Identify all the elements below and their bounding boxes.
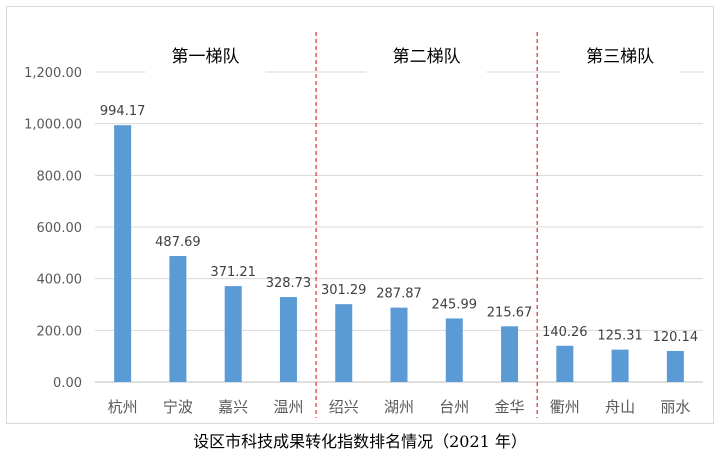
chart-caption: 设区市科技成果转化指数排名情况（2021 年） xyxy=(193,432,527,451)
labels: 0.00 200.00 400.00 600.00 800.00 1,000.00 1,20… xyxy=(24,47,698,416)
data-label-1: 487.69 xyxy=(155,235,201,250)
data-label-9: 125.31 xyxy=(597,329,643,344)
bar-10 xyxy=(666,350,684,382)
bar-2 xyxy=(224,286,242,382)
y-tick-label: 1,200.00 xyxy=(24,66,82,81)
tier-title-2: 第三梯队 xyxy=(586,47,654,67)
data-label-3: 328.73 xyxy=(266,276,312,291)
category-label-0: 杭州 xyxy=(108,398,138,416)
category-label-1: 宁波 xyxy=(163,398,193,416)
bar-5 xyxy=(390,307,408,382)
bar-0 xyxy=(114,125,132,382)
category-label-10: 丽水 xyxy=(660,398,690,416)
category-label-6: 台州 xyxy=(439,398,469,416)
bar-7 xyxy=(501,326,519,382)
bar-6 xyxy=(445,318,463,382)
y-tick-label: 200.00 xyxy=(37,324,83,339)
bars xyxy=(114,125,684,382)
category-label-7: 金华 xyxy=(495,398,525,416)
y-tick-label: 800.00 xyxy=(37,169,83,184)
category-label-9: 舟山 xyxy=(605,398,635,416)
data-label-4: 301.29 xyxy=(321,283,367,298)
category-label-2: 嘉兴 xyxy=(218,398,248,416)
y-tick-label: 1,000.00 xyxy=(24,118,82,133)
bar-3 xyxy=(279,297,297,382)
bar-8 xyxy=(556,345,574,382)
gridlines xyxy=(95,32,703,418)
y-tick-label: 0.00 xyxy=(53,376,82,391)
data-label-7: 215.67 xyxy=(487,305,533,320)
data-label-2: 371.21 xyxy=(210,265,256,280)
category-label-8: 衢州 xyxy=(550,398,580,416)
bar-chart: 0.00 200.00 400.00 600.00 800.00 1,000.00 1,20… xyxy=(24,32,703,418)
tier-title-1: 第二梯队 xyxy=(393,47,461,67)
bar-1 xyxy=(169,256,187,382)
bar-9 xyxy=(611,349,629,382)
bar-4 xyxy=(335,304,353,382)
tier-title-0: 第一梯队 xyxy=(172,47,240,67)
y-tick-label: 400.00 xyxy=(37,273,83,288)
category-label-3: 温州 xyxy=(273,398,303,416)
data-label-5: 287.87 xyxy=(376,287,422,302)
category-label-4: 绍兴 xyxy=(329,398,359,416)
y-tick-label: 600.00 xyxy=(37,221,83,236)
data-label-10: 120.14 xyxy=(653,330,699,345)
category-label-5: 湖州 xyxy=(384,398,414,416)
data-label-8: 140.26 xyxy=(542,325,588,340)
data-label-0: 994.17 xyxy=(100,104,146,119)
data-label-6: 245.99 xyxy=(432,297,478,312)
